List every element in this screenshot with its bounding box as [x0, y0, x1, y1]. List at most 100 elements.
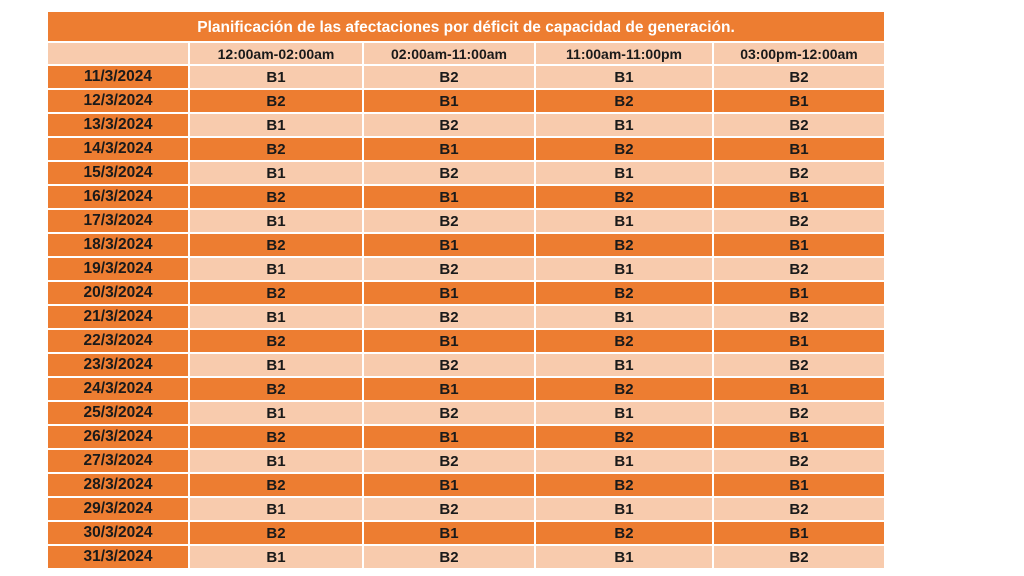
- row-date-cell: 17/3/2024: [48, 209, 190, 234]
- block-cell: B1: [535, 497, 714, 522]
- block-cell: B2: [713, 209, 884, 234]
- table-row: 11/3/2024 B1 B2 B1 B2: [48, 65, 884, 90]
- block-cell: B2: [535, 377, 714, 402]
- block-cell: B2: [189, 137, 364, 162]
- block-cell: B2: [189, 89, 364, 114]
- schedule-sheet: Planificación de las afectaciones por dé…: [48, 12, 884, 570]
- table-row: 16/3/2024 B2 B1 B2 B1: [48, 185, 884, 210]
- block-cell: B1: [535, 545, 714, 570]
- row-date-cell: 22/3/2024: [48, 329, 190, 354]
- block-cell: B1: [713, 185, 884, 210]
- table-row: 14/3/2024 B2 B1 B2 B1: [48, 137, 884, 162]
- block-cell: B1: [189, 353, 364, 378]
- table-row: 13/3/2024 B1 B2 B1 B2: [48, 113, 884, 138]
- row-date-cell: 24/3/2024: [48, 377, 190, 402]
- block-cell: B1: [189, 545, 364, 570]
- block-cell: B1: [363, 329, 536, 354]
- block-cell: B2: [535, 329, 714, 354]
- block-cell: B1: [189, 65, 364, 90]
- block-cell: B2: [189, 233, 364, 258]
- block-cell: B1: [189, 209, 364, 234]
- column-header: 12:00am-02:00am: [189, 43, 364, 66]
- table-row: 23/3/2024 B1 B2 B1 B2: [48, 353, 884, 378]
- block-cell: B1: [713, 473, 884, 498]
- block-cell: B1: [713, 521, 884, 546]
- block-cell: B1: [363, 377, 536, 402]
- schedule-body: 11/3/2024 B1 B2 B1 B2 12/3/2024 B2 B1 B2 B1 13/3/2…: [48, 65, 884, 570]
- block-cell: B2: [713, 497, 884, 522]
- table-row: 31/3/2024 B1 B2 B1 B2: [48, 545, 884, 570]
- block-cell: B1: [363, 473, 536, 498]
- block-cell: B2: [363, 497, 536, 522]
- row-date-cell: 26/3/2024: [48, 425, 190, 450]
- block-cell: B2: [363, 161, 536, 186]
- block-cell: B2: [535, 281, 714, 306]
- table-row: 24/3/2024 B2 B1 B2 B1: [48, 377, 884, 402]
- block-cell: B1: [713, 377, 884, 402]
- row-date-cell: 15/3/2024: [48, 161, 190, 186]
- block-cell: B1: [189, 305, 364, 330]
- block-cell: B1: [713, 281, 884, 306]
- table-row: 18/3/2024 B2 B1 B2 B1: [48, 233, 884, 258]
- block-cell: B2: [535, 185, 714, 210]
- table-row: 22/3/2024 B2 B1 B2 B1: [48, 329, 884, 354]
- block-cell: B2: [713, 449, 884, 474]
- sheet-title: Planificación de las afectaciones por dé…: [48, 12, 884, 43]
- block-cell: B2: [189, 329, 364, 354]
- block-cell: B1: [189, 161, 364, 186]
- block-cell: B1: [535, 65, 714, 90]
- block-cell: B2: [363, 65, 536, 90]
- block-cell: B2: [535, 473, 714, 498]
- row-date-cell: 28/3/2024: [48, 473, 190, 498]
- row-date-cell: 21/3/2024: [48, 305, 190, 330]
- block-cell: B2: [713, 305, 884, 330]
- table-row: 21/3/2024 B1 B2 B1 B2: [48, 305, 884, 330]
- block-cell: B1: [713, 329, 884, 354]
- block-cell: B1: [535, 257, 714, 282]
- table-row: 20/3/2024 B2 B1 B2 B1: [48, 281, 884, 306]
- block-cell: B2: [189, 473, 364, 498]
- row-date-cell: 30/3/2024: [48, 521, 190, 546]
- block-cell: B2: [713, 161, 884, 186]
- block-cell: B2: [713, 257, 884, 282]
- block-cell: B2: [535, 425, 714, 450]
- block-cell: B1: [713, 137, 884, 162]
- block-cell: B2: [713, 545, 884, 570]
- block-cell: B2: [363, 401, 536, 426]
- table-row: 30/3/2024 B2 B1 B2 B1: [48, 521, 884, 546]
- row-date-cell: 25/3/2024: [48, 401, 190, 426]
- block-cell: B2: [363, 113, 536, 138]
- block-cell: B1: [363, 521, 536, 546]
- block-cell: B1: [535, 161, 714, 186]
- block-cell: B1: [189, 497, 364, 522]
- block-cell: B2: [363, 305, 536, 330]
- block-cell: B1: [363, 185, 536, 210]
- block-cell: B2: [535, 233, 714, 258]
- block-cell: B2: [363, 257, 536, 282]
- block-cell: B2: [535, 89, 714, 114]
- block-cell: B2: [363, 209, 536, 234]
- row-date-cell: 16/3/2024: [48, 185, 190, 210]
- block-cell: B1: [189, 401, 364, 426]
- block-cell: B2: [713, 65, 884, 90]
- block-cell: B1: [189, 257, 364, 282]
- block-cell: B2: [363, 449, 536, 474]
- row-date-cell: 19/3/2024: [48, 257, 190, 282]
- table-row: 19/3/2024 B1 B2 B1 B2: [48, 257, 884, 282]
- block-cell: B2: [189, 185, 364, 210]
- block-cell: B1: [189, 113, 364, 138]
- column-header: 11:00am-11:00pm: [535, 43, 714, 66]
- block-cell: B1: [713, 425, 884, 450]
- block-cell: B1: [535, 305, 714, 330]
- block-cell: B1: [189, 449, 364, 474]
- row-date-cell: 18/3/2024: [48, 233, 190, 258]
- table-row: 17/3/2024 B1 B2 B1 B2: [48, 209, 884, 234]
- block-cell: B2: [189, 377, 364, 402]
- block-cell: B2: [535, 137, 714, 162]
- row-date-cell: 23/3/2024: [48, 353, 190, 378]
- table-row: 25/3/2024 B1 B2 B1 B2: [48, 401, 884, 426]
- row-date-cell: 27/3/2024: [48, 449, 190, 474]
- block-cell: B2: [713, 353, 884, 378]
- table-row: 27/3/2024 B1 B2 B1 B2: [48, 449, 884, 474]
- schedule-table: 12:00am-02:00am 02:00am-11:00am 11:00am-…: [48, 43, 884, 570]
